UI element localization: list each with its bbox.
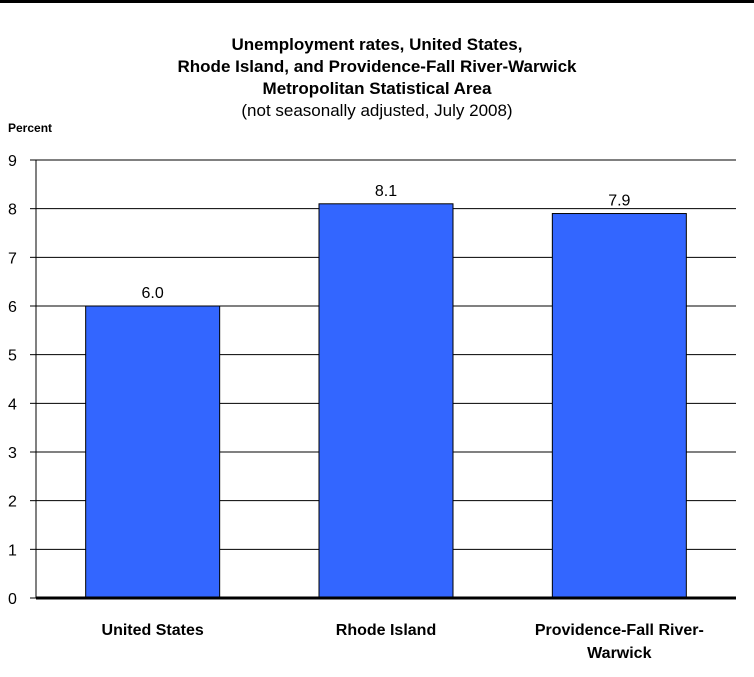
chart-title-line-2: Rhode Island, and Providence-Fall River-…	[177, 57, 577, 76]
data-label: 6.0	[142, 285, 164, 302]
bar	[551, 213, 687, 599]
top-rule	[0, 0, 754, 3]
data-label: 7.9	[608, 193, 630, 210]
data-label: 8.1	[375, 183, 397, 200]
bar	[318, 203, 454, 599]
y-tick-label: 1	[8, 542, 17, 559]
x-tick-label: Warwick	[587, 645, 651, 662]
y-tick-label: 4	[8, 396, 17, 413]
y-tick-label: 2	[8, 494, 17, 511]
y-tick-label: 7	[8, 250, 17, 267]
chart-title-line-3: Metropolitan Statistical Area	[262, 79, 492, 98]
y-axis-label: Percent	[8, 121, 53, 135]
x-tick-label: Rhode Island	[336, 622, 436, 639]
chart-subtitle: (not seasonally adjusted, July 2008)	[241, 101, 513, 120]
y-tick-label: 8	[8, 202, 17, 219]
y-tick-label: 3	[8, 445, 17, 462]
x-tick-label: United States	[102, 622, 204, 639]
y-tick-label: 9	[8, 153, 17, 170]
y-tick-label: 5	[8, 348, 17, 365]
x-tick-label: Providence-Fall River-	[535, 622, 704, 639]
chart-title-block: Unemployment rates, United States, Rhode…	[0, 34, 754, 122]
y-tick-label: 6	[8, 299, 17, 316]
chart-title-line-1: Unemployment rates, United States,	[231, 35, 523, 54]
y-tick-label: 0	[8, 591, 17, 608]
bar	[85, 305, 221, 599]
